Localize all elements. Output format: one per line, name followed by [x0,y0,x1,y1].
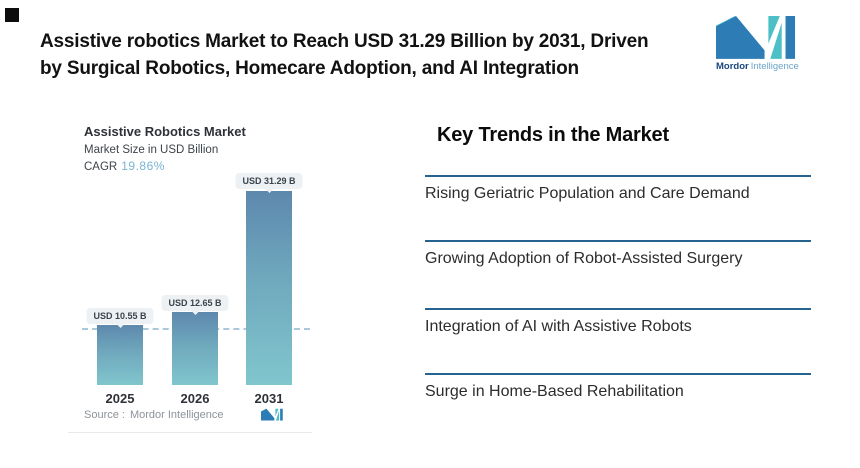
bar-2031 [246,191,292,385]
trend-item-2: Growing Adoption of Robot-Assisted Surge… [425,240,811,268]
headline-line-2: by Surgical Robotics, Homecare Adoption,… [40,58,579,79]
mordor-logo-small-icon [261,408,283,421]
cagr-label: CAGR [84,161,118,173]
bar-2026 [172,312,218,385]
cagr-value: 19.86% [121,159,165,173]
chart-cagr-row: CAGR 19.86% [84,159,165,173]
bar-label-2031: USD 31.29 B [235,173,303,189]
brand-name-bold: Mordor [716,61,749,72]
trend-item-4: Surge in Home-Based Rehabilitation [425,373,811,401]
chart-title: Assistive Robotics Market [84,124,246,139]
trend-item-1: Rising Geriatric Population and Care Dem… [425,175,811,203]
bar-2025 [97,325,143,385]
headline: Assistive robotics Market to Reach USD 3… [40,28,649,82]
axis-label-2025: 2025 [105,391,135,406]
bar-label-2025: USD 10.55 B [86,308,154,324]
card-bottom-divider [68,432,312,433]
trends-heading: Key Trends in the Market [437,124,669,146]
chart-card: Assistive Robotics Market Market Size in… [35,112,331,444]
source-value: Mordor Intelligence [129,409,224,421]
mordor-logo-icon [716,16,796,59]
brand-name: Mordor Intelligence [716,61,808,72]
source-label: Source : [84,409,125,421]
corner-mark [5,8,19,22]
brand-logo: Mordor Intelligence [716,15,808,72]
axis-label-2026: 2026 [180,391,210,406]
chart-subtitle: Market Size in USD Billion [84,144,219,156]
trend-item-3: Integration of AI with Assistive Robots [425,308,811,336]
headline-line-1: Assistive robotics Market to Reach USD 3… [40,31,649,52]
bar-label-2026: USD 12.65 B [161,295,229,311]
brand-name-light: Intelligence [750,61,799,72]
source-attribution: Source : Mordor Intelligence [84,409,224,421]
axis-label-2031: 2031 [254,391,284,406]
